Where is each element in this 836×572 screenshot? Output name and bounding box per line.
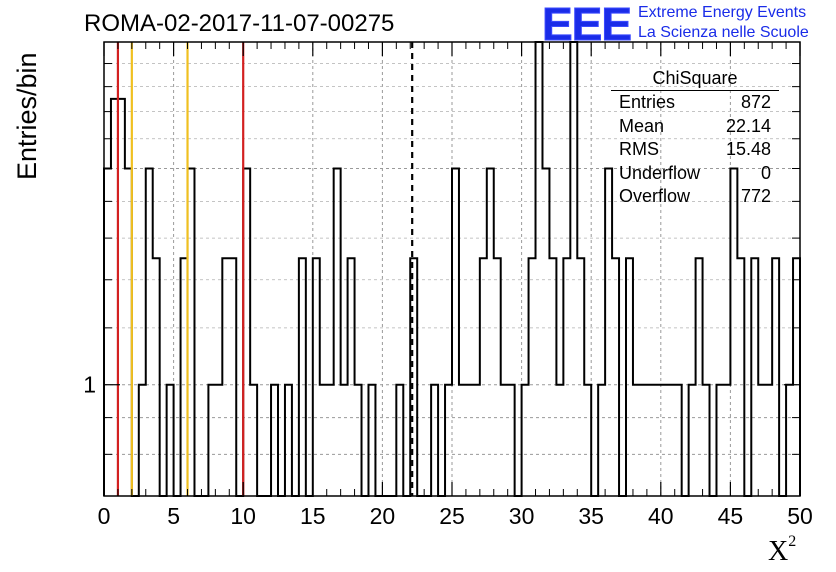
eee-logo-mark: EEE [541, 0, 632, 50]
x-axis-label: X2 [768, 532, 797, 568]
x-tick-label: 45 [718, 503, 744, 529]
stats-value: 872 [740, 92, 771, 112]
stats-value: 0 [760, 162, 771, 183]
stats-label: Mean [619, 115, 665, 136]
stats-value: 15.48 [725, 139, 771, 159]
stats-row: RMS 15.48 [611, 138, 779, 162]
y-axis-label: Entries/bin [12, 52, 42, 180]
x-axis-label-text: X [768, 536, 789, 567]
x-tick-label: 0 [98, 503, 111, 529]
logo-line-2: La Scienza nelle Scuole [638, 24, 809, 41]
histogram-series [103, 41, 801, 497]
x-tick-label: 10 [230, 503, 256, 529]
x-tick-label: 35 [578, 503, 604, 529]
x-tick-label: 20 [370, 503, 396, 529]
y-tick-label: 1 [83, 372, 96, 398]
stats-row: Entries 872 [611, 91, 779, 115]
stats-value: 22.14 [725, 115, 771, 136]
eee-logo: EEE Extreme Energy Events La Scienza nel… [541, 0, 832, 50]
x-tick-label: 15 [300, 503, 326, 529]
x-tick-label: 5 [167, 503, 180, 529]
stats-label: Underflow [619, 162, 701, 183]
stats-row: Overflow 772 [611, 185, 779, 209]
stats-box-title: ChiSquare [611, 66, 779, 91]
stats-label: Entries [619, 92, 676, 112]
x-tick-label: 25 [439, 503, 465, 529]
x-tick-label: 30 [509, 503, 535, 529]
logo-line-1: Extreme Energy Events [638, 4, 807, 21]
x-tick-label: 50 [787, 503, 813, 529]
chart-title: ROMA-02-2017-11-07-00275 [84, 10, 395, 37]
stats-row: Mean 22.14 [611, 115, 779, 139]
stats-label: RMS [619, 139, 659, 159]
stats-row: Underflow 0 [611, 162, 779, 186]
stats-value: 772 [740, 186, 771, 206]
x-tick-label: 40 [648, 503, 674, 529]
x-axis-label-superscript: 2 [788, 532, 797, 550]
stats-box: ChiSquare Entries 872 Mean 22.14 RMS 15.48 … [611, 66, 779, 210]
stats-label: Overflow [619, 186, 691, 206]
